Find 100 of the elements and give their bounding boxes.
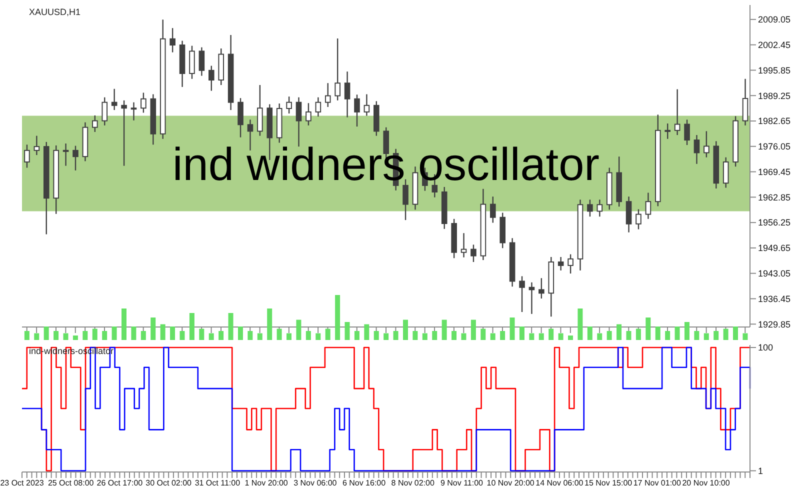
x-tick-label: 30 Oct 02:00 [146, 478, 192, 488]
candlestick [674, 88, 680, 136]
bar [500, 331, 506, 340]
bar [54, 331, 59, 340]
candlestick [364, 94, 370, 116]
bar [218, 331, 224, 340]
bar [538, 333, 544, 340]
bar [44, 326, 49, 340]
bar [335, 295, 340, 340]
y-tick-label: 1982.65 [758, 116, 791, 126]
candlestick [170, 27, 176, 53]
candlestick [72, 145, 78, 172]
candlestick [34, 135, 40, 156]
bar [121, 308, 126, 340]
bar [529, 333, 534, 340]
candlestick [189, 45, 195, 80]
bar [393, 331, 398, 340]
bar [208, 333, 214, 340]
candlestick [334, 38, 340, 102]
bar [344, 322, 350, 340]
candlestick [238, 98, 244, 138]
x-tick-label: 6 Nov 16:00 [342, 478, 386, 488]
bar [276, 328, 282, 340]
bar [364, 324, 370, 340]
bar [723, 328, 728, 340]
x-tick-label: 17 Nov 01:00 [633, 478, 682, 488]
bar [587, 326, 592, 340]
bar [742, 333, 748, 340]
bar [510, 318, 515, 340]
bar [248, 331, 253, 340]
bar [228, 313, 234, 340]
candlestick [568, 254, 574, 274]
candlestick [742, 78, 748, 126]
bar [306, 331, 311, 340]
bar [286, 333, 292, 340]
x-tick-label: 8 Nov 02:00 [391, 478, 435, 488]
bar [72, 336, 78, 340]
y-tick-label: 1943.05 [758, 268, 791, 279]
x-tick-label: 25 Oct 08:00 [48, 478, 94, 488]
candlestick [596, 199, 603, 218]
candlestick [664, 122, 671, 140]
bar [180, 331, 185, 340]
x-tick-label: 10 Nov 20:00 [486, 478, 535, 488]
candlestick [296, 96, 302, 148]
bar [296, 320, 302, 340]
y-tick-label: 1929.85 [758, 319, 791, 330]
bar [704, 333, 709, 340]
bar [199, 328, 204, 340]
bar [665, 331, 670, 340]
bar [384, 333, 389, 340]
bar [548, 328, 554, 340]
y-tick-label: 1976.05 [758, 142, 791, 152]
bar [646, 318, 651, 340]
candlestick [354, 94, 360, 128]
bar [616, 324, 622, 340]
bar [402, 320, 408, 340]
y-tick-label: 1989.25 [758, 90, 791, 101]
x-tick-label: 31 Oct 11:00 [194, 478, 241, 488]
bar [442, 320, 447, 340]
bar [112, 326, 117, 340]
candlestick [102, 96, 108, 126]
candlestick [704, 130, 710, 158]
x-tick-label: 3 Nov 06:00 [294, 478, 338, 488]
y-tick-label: 1936.45 [758, 294, 791, 304]
candlestick [519, 276, 525, 313]
x-tick-label: 14 Nov 06:00 [536, 478, 584, 488]
bar [325, 328, 330, 340]
y-tick-label: 1962.85 [758, 192, 791, 202]
candlestick [24, 144, 30, 168]
candlestick [694, 134, 700, 164]
bar [461, 333, 466, 340]
candlestick [92, 114, 98, 133]
bar [568, 336, 573, 340]
bar [597, 333, 602, 340]
bar [626, 331, 632, 340]
bar [82, 331, 88, 340]
candlestick [62, 142, 69, 166]
candlestick [470, 244, 476, 263]
y-tick-label: 100 [758, 342, 774, 353]
bar [374, 331, 379, 340]
bar [92, 328, 98, 340]
candlestick [111, 88, 118, 111]
y-tick-label: 1949.65 [758, 243, 791, 254]
bar [170, 326, 176, 340]
x-tick-label: 26 Oct 17:00 [96, 478, 144, 488]
bar [714, 331, 719, 340]
bar [102, 331, 108, 340]
candlestick [636, 208, 642, 230]
bar [674, 326, 680, 340]
bar [470, 320, 476, 340]
candlestick [344, 70, 350, 118]
bar [684, 322, 690, 340]
y-tick-label: 1995.85 [758, 65, 791, 76]
bar [490, 333, 496, 340]
x-tick-label: 1 Nov 20:00 [244, 478, 288, 488]
bar [316, 333, 321, 340]
candlestick [140, 92, 146, 114]
candlestick [538, 278, 544, 300]
bar [34, 333, 40, 340]
bar [733, 326, 738, 340]
